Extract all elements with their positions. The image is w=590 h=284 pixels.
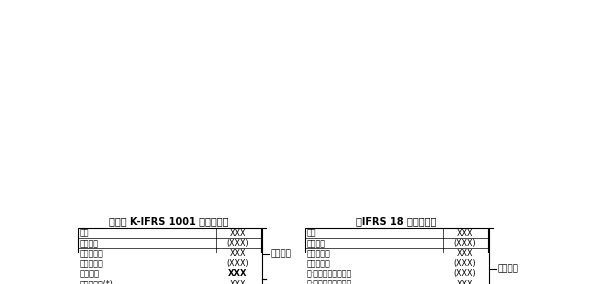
Text: (XXX): (XXX) <box>227 259 250 268</box>
Bar <box>304 279 487 284</box>
Text: 판매관리비: 판매관리비 <box>307 259 331 268</box>
Bar <box>304 228 487 284</box>
Text: 영업범주: 영업범주 <box>498 264 519 273</box>
Text: 매출원가: 매출원가 <box>307 239 326 248</box>
Text: XXX: XXX <box>230 229 246 238</box>
Text: 매출: 매출 <box>80 229 90 238</box>
Text: XXX: XXX <box>230 249 246 258</box>
Text: XXX: XXX <box>457 279 473 284</box>
Text: 영업손익: 영업손익 <box>271 249 291 258</box>
Bar <box>304 238 487 248</box>
Bar <box>78 279 261 284</box>
Bar <box>304 259 487 269</box>
Text: 유·무형자산손상차손: 유·무형자산손상차손 <box>307 269 352 278</box>
Bar <box>78 269 261 279</box>
Bar <box>304 228 487 284</box>
Text: 【IFRS 18 영업손익】: 【IFRS 18 영업손익】 <box>356 216 437 226</box>
Bar <box>304 269 487 279</box>
Bar <box>304 248 487 259</box>
Bar <box>304 228 487 238</box>
Text: 매출원가: 매출원가 <box>80 239 99 248</box>
Text: 지분법손익(*): 지분법손익(*) <box>80 279 114 284</box>
Text: XXX: XXX <box>457 229 473 238</box>
Text: (XXX): (XXX) <box>454 259 477 268</box>
Bar <box>78 238 261 248</box>
Text: 매출총이익: 매출총이익 <box>80 249 104 258</box>
Text: 매출: 매출 <box>307 229 316 238</box>
Text: (XXX): (XXX) <box>454 269 477 278</box>
Text: (XXX): (XXX) <box>227 239 250 248</box>
Text: 【현행 K-IFRS 1001 영업손익】: 【현행 K-IFRS 1001 영업손익】 <box>109 216 229 226</box>
Text: (XXX): (XXX) <box>454 239 477 248</box>
Text: 유·무형자산처분손익: 유·무형자산처분손익 <box>307 279 352 284</box>
Bar <box>78 228 261 284</box>
Bar <box>78 248 261 259</box>
Text: XXX: XXX <box>230 279 246 284</box>
Text: XXX: XXX <box>457 249 473 258</box>
Text: XXX: XXX <box>228 269 248 278</box>
Bar <box>78 228 261 238</box>
Text: 판매관리비: 판매관리비 <box>80 259 104 268</box>
Text: 매출총이익: 매출총이익 <box>307 249 331 258</box>
Text: 영업손익: 영업손익 <box>80 269 100 278</box>
Bar <box>78 259 261 269</box>
Bar <box>78 228 261 284</box>
